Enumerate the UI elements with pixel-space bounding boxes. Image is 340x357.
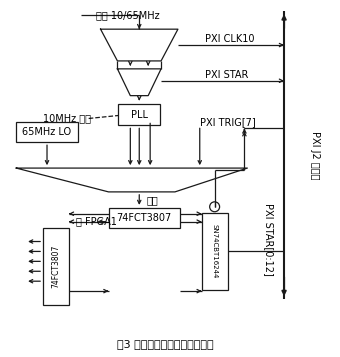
Text: 10MHz 参考: 10MHz 参考: [43, 114, 91, 124]
Text: PXI J2 连接器: PXI J2 连接器: [310, 131, 320, 180]
Text: SN74CBT16244: SN74CBT16244: [211, 224, 218, 278]
Bar: [16, 122, 78, 142]
Text: 图3 精密时基的生成和源出电路: 图3 精密时基的生成和源出电路: [117, 339, 214, 349]
Polygon shape: [101, 29, 178, 61]
Bar: [43, 228, 69, 305]
Text: PXI CLK10: PXI CLK10: [205, 34, 254, 44]
Bar: [118, 104, 160, 125]
Text: PLL: PLL: [131, 110, 148, 120]
Polygon shape: [16, 168, 248, 192]
Text: 时基: 时基: [146, 195, 158, 205]
Text: PXI STAR: PXI STAR: [205, 70, 248, 80]
Text: 去 FPGA1: 去 FPGA1: [76, 217, 117, 227]
Text: 74FCT3807: 74FCT3807: [117, 213, 172, 223]
Text: 74FCT3807: 74FCT3807: [51, 245, 61, 288]
Text: PXI STAR[0:12]: PXI STAR[0:12]: [264, 203, 274, 276]
Text: 65MHz LO: 65MHz LO: [22, 127, 72, 137]
Text: 外部 10/65MHz: 外部 10/65MHz: [96, 10, 159, 20]
Polygon shape: [117, 69, 161, 96]
Bar: [108, 208, 180, 228]
Text: PXI TRIG[7]: PXI TRIG[7]: [200, 117, 255, 127]
Bar: [202, 213, 227, 290]
